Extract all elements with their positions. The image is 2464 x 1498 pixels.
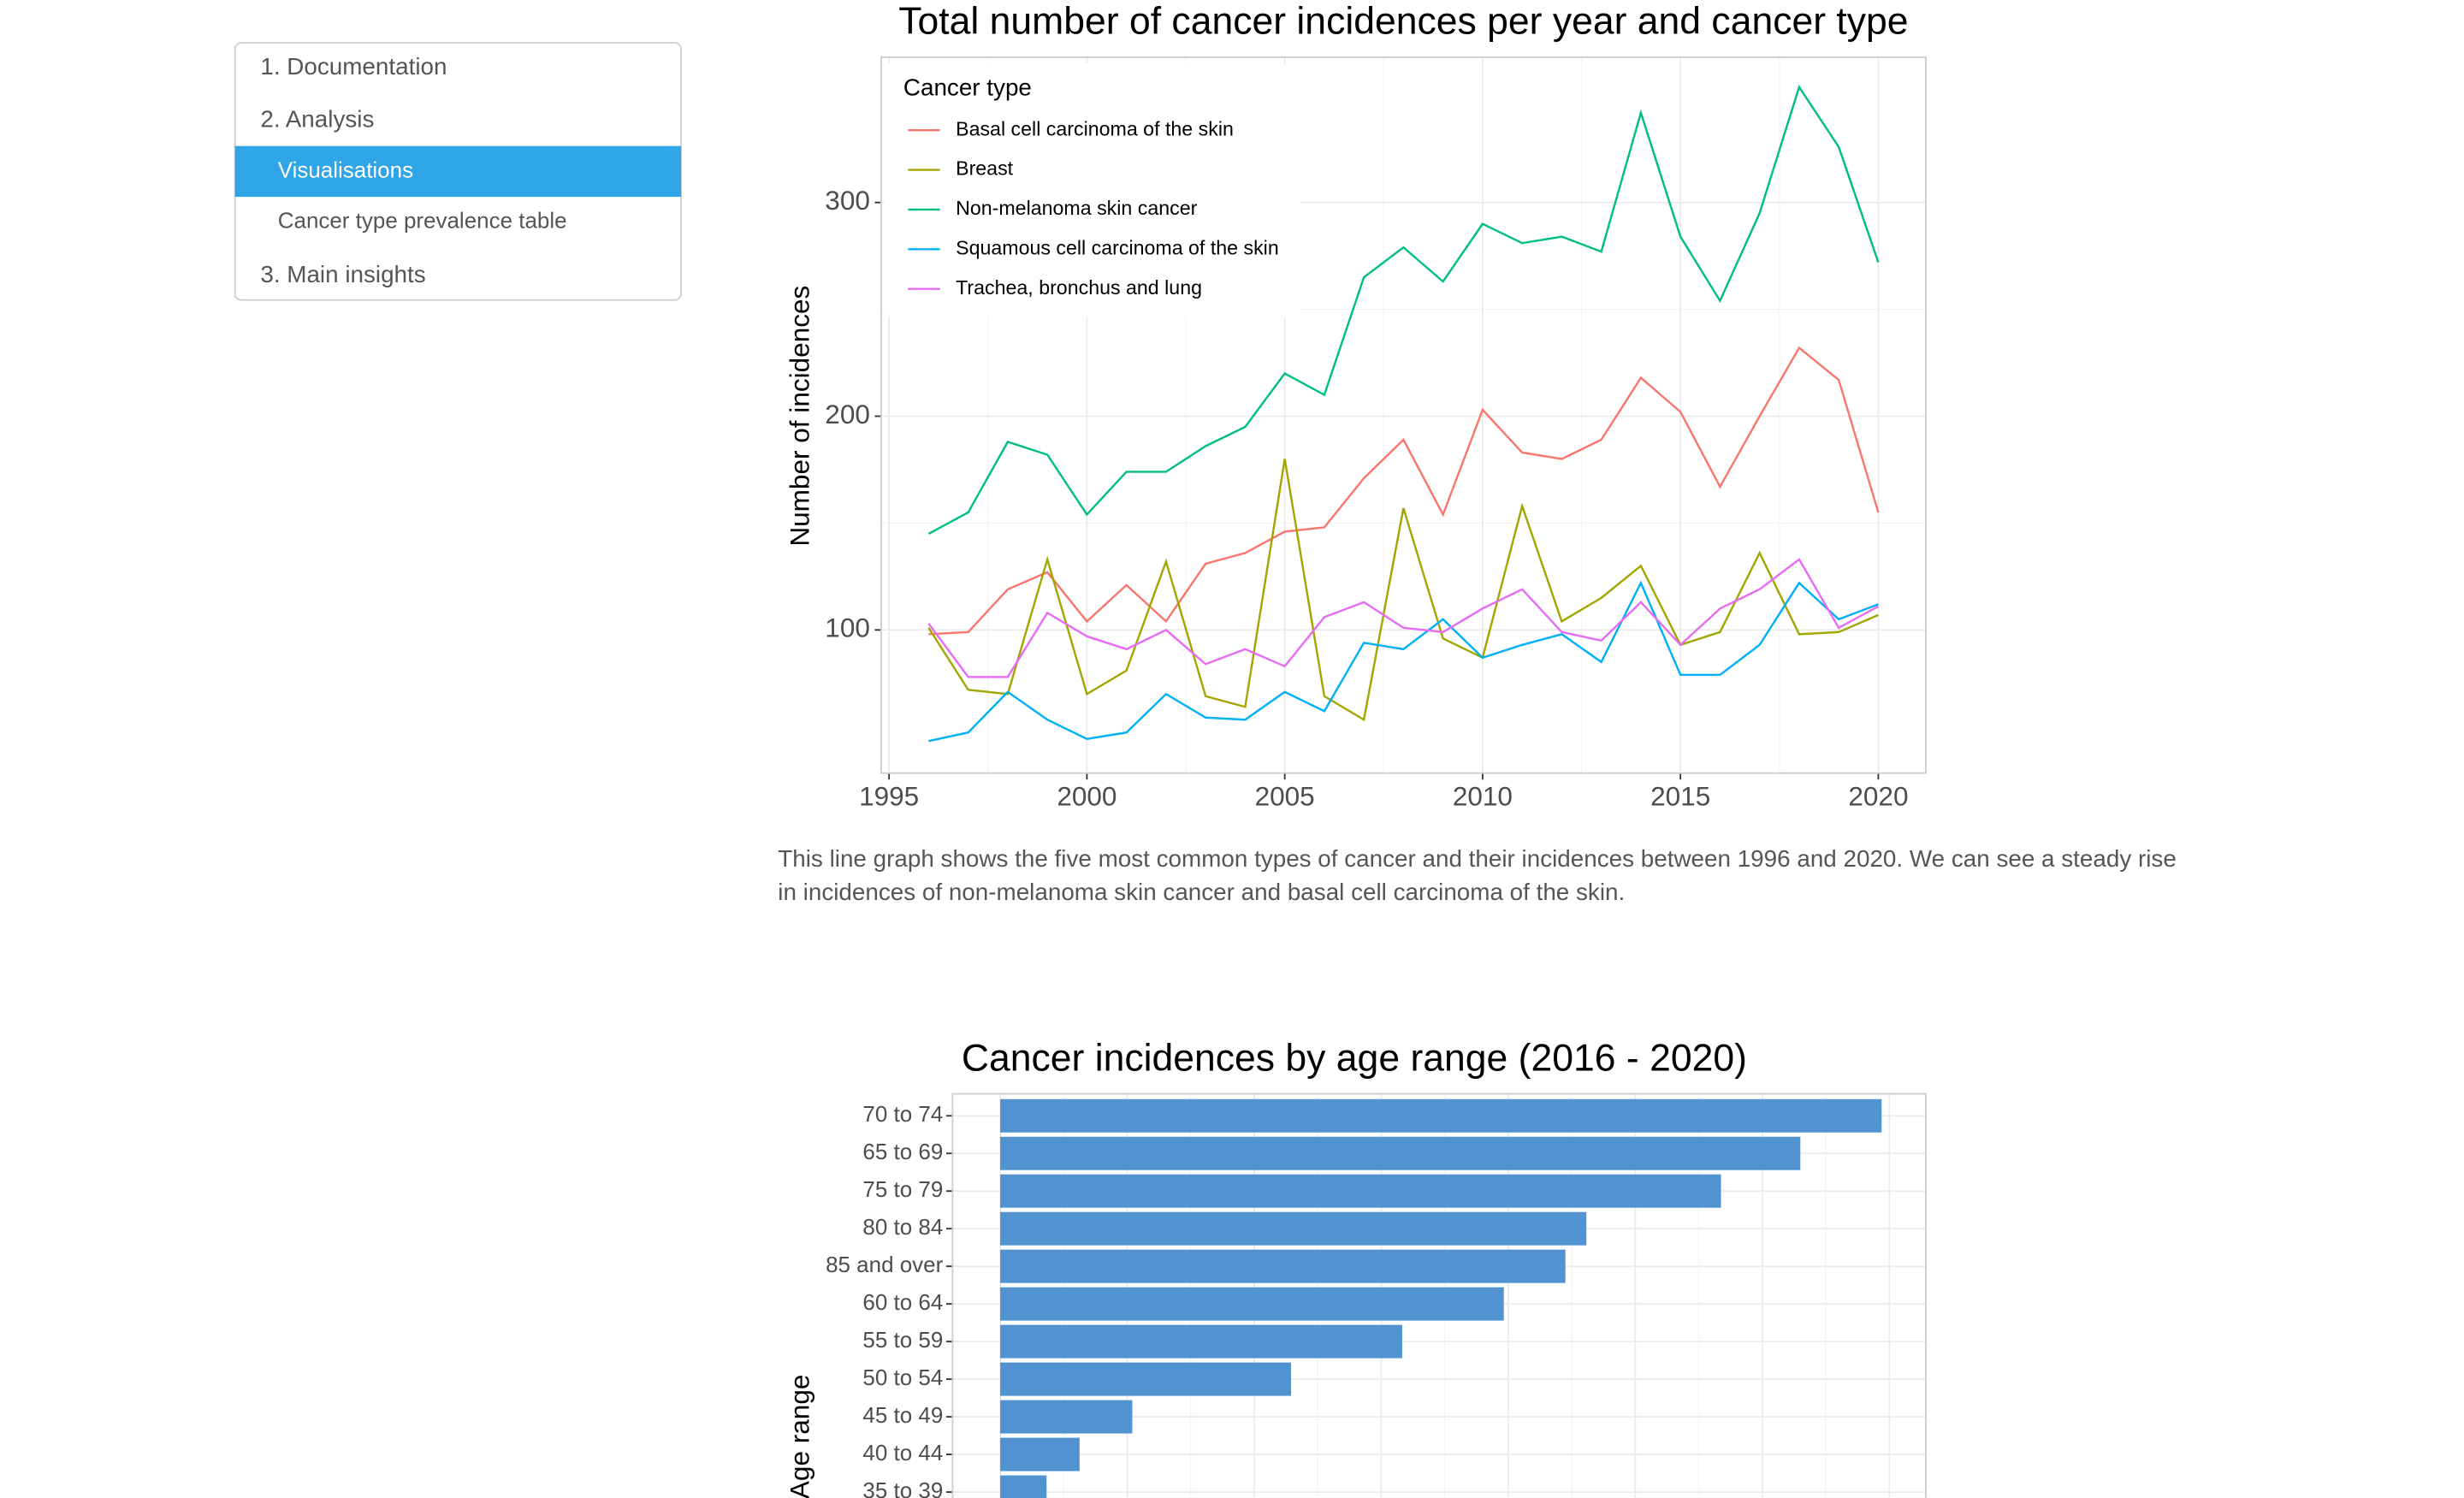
- y-tick-label: 60 to 64: [862, 1289, 943, 1315]
- bar: [1000, 1362, 1292, 1396]
- nav-item[interactable]: 1. Documentation: [260, 53, 447, 80]
- y-tick-label: 200: [825, 399, 870, 429]
- bar: [1000, 1249, 1566, 1283]
- y-tick-label: 55 to 59: [862, 1327, 943, 1353]
- bar: [1000, 1475, 1047, 1498]
- nav-item[interactable]: 2. Analysis: [260, 105, 374, 132]
- y-tick-label: 65 to 69: [862, 1139, 943, 1164]
- bar: [1000, 1136, 1801, 1170]
- nav-item[interactable]: Cancer type prevalence table: [278, 208, 567, 234]
- legend-bg: [884, 63, 1300, 318]
- y-tick-label: 40 to 44: [862, 1440, 943, 1465]
- y-axis-label: Number of incidences: [784, 286, 814, 547]
- y-tick-label: 300: [825, 185, 870, 216]
- bar: [1000, 1098, 1882, 1133]
- legend-label: Non-melanoma skin cancer: [956, 197, 1198, 219]
- x-tick-label: 2005: [1255, 781, 1315, 812]
- bar: [1000, 1400, 1133, 1434]
- y-axis-label: Age range: [784, 1375, 814, 1498]
- y-tick-label: 45 to 49: [862, 1402, 943, 1428]
- series-line: [927, 459, 1879, 722]
- nav-item-active[interactable]: Visualisations: [278, 157, 413, 182]
- legend-label: Basal cell carcinoma of the skin: [956, 117, 1234, 139]
- chart-title: Total number of cancer incidences per ye…: [898, 1, 1908, 43]
- caption-line: in incidences of non-melanoma skin cance…: [778, 879, 1625, 905]
- bar: [1000, 1324, 1402, 1359]
- bar: [1000, 1437, 1080, 1471]
- y-tick-label: 70 to 74: [862, 1101, 943, 1127]
- series-line: [928, 346, 1880, 636]
- y-tick-label: 85 and over: [826, 1252, 944, 1277]
- bar: [1000, 1287, 1504, 1321]
- plot-border: [880, 56, 1927, 774]
- legend-title: Cancer type: [903, 74, 1032, 100]
- x-tick-label: 1995: [859, 781, 919, 812]
- series-line: [927, 84, 1880, 535]
- nav-item[interactable]: 3. Main insights: [260, 261, 425, 287]
- bar: [1000, 1211, 1587, 1246]
- x-tick-label: 2020: [1848, 781, 1908, 812]
- caption-line: This line graph shows the five most comm…: [778, 845, 2177, 872]
- x-tick-label: 2000: [1057, 781, 1116, 812]
- legend-label: Squamous cell carcinoma of the skin: [956, 236, 1279, 258]
- y-tick-label: 75 to 79: [862, 1176, 943, 1202]
- chart-title: Cancer incidences by age range (2016 - 2…: [962, 1037, 1747, 1079]
- y-tick-label: 100: [825, 613, 870, 643]
- y-tick-label: 50 to 54: [862, 1365, 943, 1390]
- x-tick-label: 2015: [1650, 781, 1710, 812]
- legend-label: Breast: [956, 157, 1014, 180]
- sidebar-nav: 1. Documentation 2. Analysis Visualisati…: [234, 42, 683, 301]
- y-tick-label: 80 to 84: [862, 1214, 943, 1240]
- series-line: [928, 580, 1879, 743]
- y-tick-label: 35 to 39: [862, 1477, 943, 1498]
- plot-border: [951, 1092, 1927, 1498]
- nav-active-bg: [234, 145, 682, 198]
- series-line: [927, 558, 1879, 678]
- x-tick-label: 2010: [1453, 781, 1513, 812]
- legend-label: Trachea, bronchus and lung: [956, 276, 1202, 299]
- bar: [1000, 1174, 1721, 1208]
